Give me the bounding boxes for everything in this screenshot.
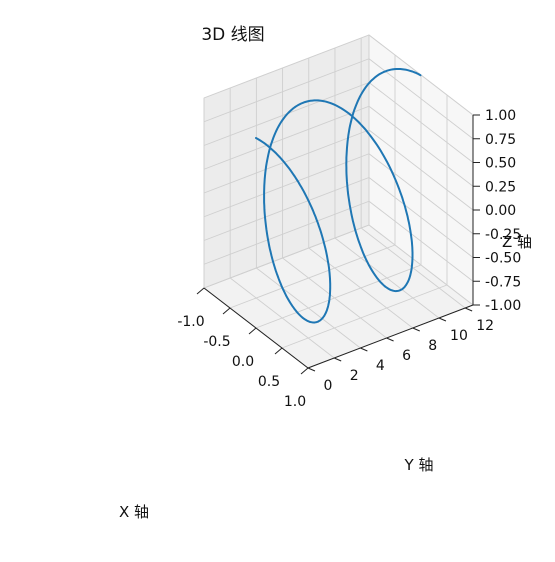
z-tick-label: -0.75 [485, 274, 521, 290]
y-gridline [229, 277, 335, 359]
y-tick-label: 8 [428, 338, 437, 354]
z-gridline [368, 105, 474, 187]
x-tick-label: -1.0 [177, 314, 204, 330]
z-gridline [368, 200, 474, 282]
y-tick [438, 317, 447, 322]
x-gridline [281, 284, 448, 349]
x-gridline [229, 244, 396, 309]
x-tick [222, 307, 231, 315]
x-tick [248, 327, 257, 335]
y-tick-label: 4 [376, 358, 385, 374]
y-tick [333, 357, 342, 362]
helix-series-line [255, 68, 422, 324]
z-gridline [203, 129, 370, 194]
x-tick-label: 1.0 [284, 394, 306, 410]
x-axis-label: X 轴 [119, 503, 149, 521]
y-tick [307, 367, 316, 372]
y-axis-line [307, 304, 474, 369]
x-tick [300, 367, 309, 375]
y-tick [386, 337, 394, 342]
y-tick-label: 0 [324, 378, 333, 394]
z-gridline [368, 224, 474, 306]
z-tick-label: 0.25 [485, 179, 516, 195]
y-tick [412, 327, 420, 332]
z-tick-label: 0.00 [485, 203, 516, 219]
z-gridline [368, 129, 474, 211]
z-tick-label: 1.00 [485, 108, 516, 124]
x-gridline [255, 264, 422, 329]
z-tick-label: -0.50 [485, 251, 521, 267]
y-tick-label: 10 [450, 328, 468, 344]
y-tick-label: 2 [350, 368, 359, 384]
z-gridline [368, 177, 474, 258]
z-gridline [203, 153, 370, 218]
y-axis-label: Y 轴 [404, 456, 434, 474]
x-tick-label: -0.5 [203, 334, 230, 350]
z-tick-label: -0.25 [485, 227, 521, 243]
z-gridline [203, 177, 370, 241]
z-tick-label: 0.75 [485, 132, 516, 148]
y-gridline [256, 267, 361, 349]
x-tick-label: 0.0 [232, 354, 254, 370]
z-gridline [203, 34, 370, 99]
y-gridline [334, 237, 440, 319]
y-tick-label: 12 [476, 318, 494, 334]
y-tick-label: 6 [402, 348, 411, 364]
z-axis-label: Z 轴 [502, 233, 532, 251]
x-tick [274, 347, 283, 355]
z-gridline [203, 105, 370, 170]
z-tick-label: 0.50 [485, 156, 516, 172]
z-gridline [203, 58, 370, 123]
y-gridline [282, 257, 387, 339]
x-tick [196, 287, 205, 295]
y-gridline [308, 247, 414, 329]
x-tick-label: 0.5 [258, 374, 280, 390]
z-gridline [368, 58, 474, 140]
z-gridline [203, 200, 370, 265]
z-gridline [368, 153, 474, 235]
y-gridline [360, 227, 466, 309]
chart-title: 3D 线图 [201, 25, 264, 45]
z-gridline [368, 82, 474, 163]
z-gridline [203, 224, 370, 289]
y-tick [360, 347, 368, 352]
y-tick [464, 307, 473, 312]
z-tick-label: -1.00 [485, 298, 521, 314]
